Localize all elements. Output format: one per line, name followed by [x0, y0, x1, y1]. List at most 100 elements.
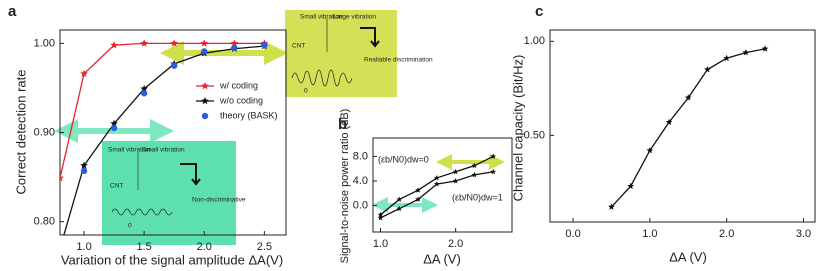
data-point [434, 174, 440, 181]
data-point [200, 39, 209, 47]
illustration-box: Small vibration Large vibration CNT Real… [285, 10, 433, 97]
annotation: Small vibration [300, 14, 343, 21]
annotation: Realiable discrimination [364, 57, 433, 64]
data-point [490, 153, 497, 159]
legend-marker [201, 82, 209, 90]
data-point [646, 146, 654, 154]
annotation: CNT [292, 43, 305, 50]
x-tick-label: 1.0 [76, 241, 91, 253]
x-tick-label: 2.0 [448, 238, 463, 250]
data-point [80, 167, 88, 175]
data-point [140, 90, 148, 97]
data-point [56, 244, 64, 251]
data-point [490, 168, 497, 175]
data-point [231, 44, 238, 52]
data-point [140, 39, 148, 47]
data-point [452, 178, 459, 184]
data-point [110, 41, 118, 49]
x-tick-label: 0.0 [565, 228, 580, 240]
data-point [140, 84, 148, 93]
data-point [171, 62, 178, 69]
y-axis-label: Channel capacity (Bit/Hz) [510, 55, 525, 202]
data-point [665, 118, 673, 126]
data-point [170, 39, 179, 47]
data-point [110, 119, 118, 127]
data-point [230, 39, 239, 47]
legend-label: theory (BASK) [220, 110, 278, 120]
data-point [80, 69, 88, 77]
box [285, 10, 397, 97]
plot-frame [549, 29, 816, 223]
data-point [704, 66, 711, 73]
y-tick-label: 8.0 [353, 150, 368, 162]
series-line [610, 48, 766, 208]
annotation: Small vibration [142, 147, 185, 154]
legend-label: w/ coding [219, 80, 258, 90]
annotation: 0 [128, 223, 132, 230]
legend-label: w/o coding [219, 95, 263, 105]
y-tick-label: 4.0 [353, 175, 368, 187]
illustration-box: Small vibration Small vibration CNT Non-… [102, 141, 246, 245]
x-tick-label: 1.0 [373, 238, 388, 250]
x-tick-label: 2.5 [257, 241, 272, 253]
annotation: Large vibration [333, 14, 376, 21]
data-point [471, 162, 478, 169]
data-point [261, 41, 268, 49]
x-axis-label: Variation of the signal amplitude ΔA(V) [61, 252, 283, 267]
data-point [684, 94, 692, 101]
x-tick-label: 3.0 [796, 228, 811, 240]
data-point [415, 196, 421, 202]
plot-area [56, 39, 269, 251]
y-tick-label: 0.80 [34, 216, 55, 228]
annotation: CNT [110, 183, 123, 190]
series-label: (εb/N0)dw=1 [452, 192, 503, 202]
data-point [415, 187, 421, 193]
data-point [742, 49, 750, 56]
y-tick-label: 0.50 [524, 129, 545, 141]
data-point [201, 48, 208, 55]
panel-label: b [338, 116, 347, 133]
y-axis-label: Correct detection rate [13, 69, 28, 194]
data-point [761, 45, 769, 52]
annotation: 0 [304, 88, 308, 95]
data-point [80, 161, 88, 169]
legend-marker [201, 97, 209, 105]
annotation: Small vibration [108, 147, 151, 154]
annotation: Non-discriminative [192, 197, 246, 204]
panel-label: c [535, 3, 543, 20]
data-point [396, 196, 403, 202]
x-tick-label: 1.0 [642, 228, 657, 240]
series-line [63, 45, 265, 235]
data-point [377, 211, 384, 218]
x-tick-label: 2.0 [197, 241, 212, 253]
series-line [60, 42, 265, 179]
data-point [608, 203, 615, 210]
arrow [180, 163, 201, 186]
series-label: (εb/N0)dw=0 [378, 154, 429, 164]
plot-frame [59, 29, 287, 236]
panel-label: a [8, 3, 17, 20]
box [102, 141, 236, 245]
plot-frame [372, 137, 513, 233]
y-tick-label: 1.00 [524, 35, 545, 47]
data-point [377, 214, 384, 221]
y-tick-label: 0.90 [34, 126, 55, 138]
plot-area [608, 45, 769, 210]
x-tick-label: 2.0 [719, 228, 734, 240]
data-point [396, 205, 403, 212]
x-axis-label: ΔA (V) [423, 251, 461, 266]
arrow [360, 27, 380, 48]
x-axis-label: ΔA (V) [669, 249, 707, 264]
waveform [111, 208, 173, 216]
legend-marker [201, 112, 209, 120]
data-point [434, 181, 440, 187]
y-tick-label: 1.00 [34, 37, 55, 49]
y-tick-label: 0.0 [353, 199, 368, 211]
waveform [291, 69, 353, 87]
data-point [471, 171, 478, 178]
data-point [723, 54, 730, 62]
data-point [60, 173, 64, 182]
data-point [627, 182, 634, 190]
x-tick-label: 1.5 [137, 241, 152, 253]
